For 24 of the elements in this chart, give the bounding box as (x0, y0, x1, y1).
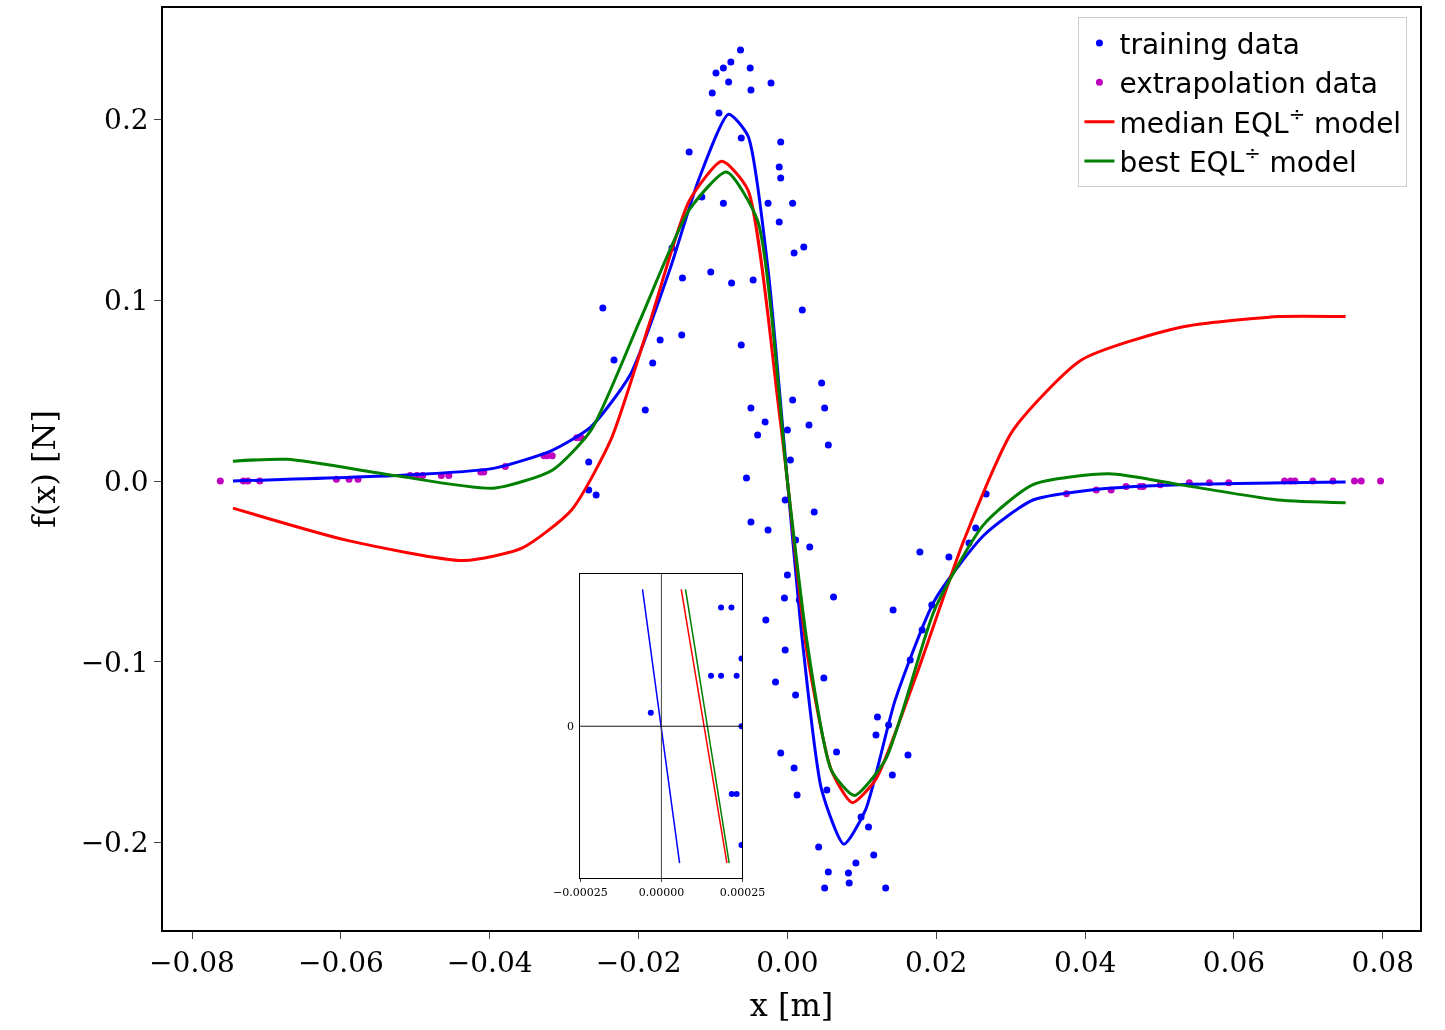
y-tick-label: 0.0 (104, 464, 149, 498)
x-tick-label: 0.02 (905, 946, 968, 980)
legend-label: training data (1119, 27, 1300, 61)
x-tick-label: −0.00025 (552, 885, 608, 899)
legend-label: median EQL$^{÷}$ model (1119, 102, 1402, 140)
annotation: 0 (567, 720, 574, 733)
x-tick-label: 0.00025 (719, 885, 766, 899)
y-tick-label: 0.1 (104, 284, 149, 318)
x-tick-label: 0.06 (1202, 946, 1266, 980)
x-tick-label: −0.06 (297, 946, 384, 980)
x-tick-label: −0.08 (149, 946, 235, 980)
y-axis-title: f(x) [N] (25, 410, 64, 528)
y-tick-label: −0.2 (80, 826, 149, 860)
x-tick-label: 0.00 (756, 946, 819, 980)
x-tick-label: −0.02 (595, 946, 682, 980)
y-tick-label: −0.1 (80, 645, 149, 679)
x-axis-title: x [m] (749, 985, 834, 1024)
legend-label: extrapolation data (1119, 67, 1378, 101)
legend-label: best EQL$^{÷}$ model (1119, 142, 1357, 180)
x-tick-label: −0.04 (446, 946, 533, 980)
x-tick-label: 0.04 (1053, 946, 1117, 980)
y-tick-label: 0.2 (104, 103, 149, 137)
x-tick-label: 0.00000 (638, 885, 685, 899)
x-tick-label: 0.08 (1351, 946, 1414, 980)
